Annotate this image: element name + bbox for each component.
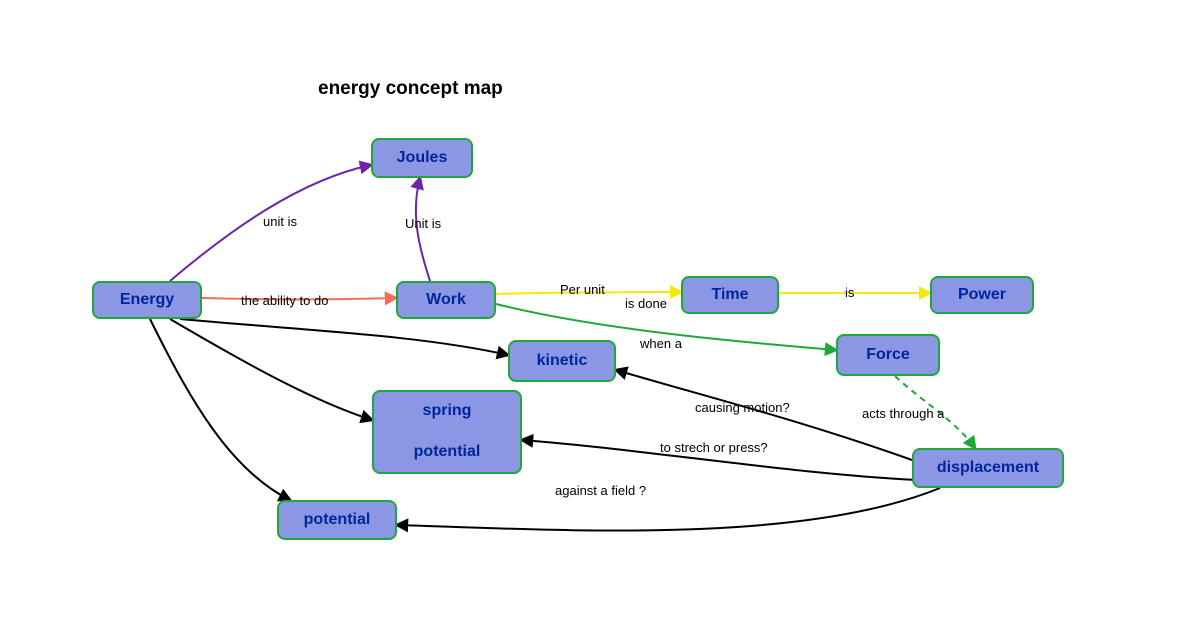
edge-label-disp-potential: against a field ? [555, 483, 646, 498]
node-force[interactable]: Force [836, 334, 940, 376]
concept-map-canvas: energy concept map Energy Joules Work Time P… [0, 0, 1200, 630]
node-time[interactable]: Time [681, 276, 779, 314]
diagram-title: energy concept map [318, 78, 503, 100]
edge-label-work-time: Per unit [560, 282, 605, 297]
node-displacement[interactable]: displacement [912, 448, 1064, 488]
node-potential[interactable]: potential [277, 500, 397, 540]
node-power[interactable]: Power [930, 276, 1034, 314]
edge-disp-potential [397, 488, 940, 531]
node-spring[interactable]: spring potential [372, 390, 522, 474]
node-energy[interactable]: Energy [92, 281, 202, 319]
edge-label-energy-work: the ability to do [241, 293, 328, 308]
node-joules[interactable]: Joules [371, 138, 473, 178]
edge-label-disp-kinetic: causing motion? [695, 400, 790, 415]
node-work[interactable]: Work [396, 281, 496, 319]
node-kinetic[interactable]: kinetic [508, 340, 616, 382]
edge-label-time-power: is [845, 285, 854, 300]
edge-label-force-when: when a [640, 336, 682, 351]
edge-label-work-force: is done [625, 296, 667, 311]
edge-label-energy-joules: unit is [263, 214, 297, 229]
edge-energy-spring [170, 319, 372, 420]
edge-energy-potential [150, 319, 290, 500]
edge-energy-kinetic [180, 319, 508, 355]
edge-label-force-disp: acts through a [862, 406, 944, 421]
edge-label-disp-spring: to strech or press? [660, 440, 768, 455]
edge-label-work-joules: Unit is [405, 216, 441, 231]
